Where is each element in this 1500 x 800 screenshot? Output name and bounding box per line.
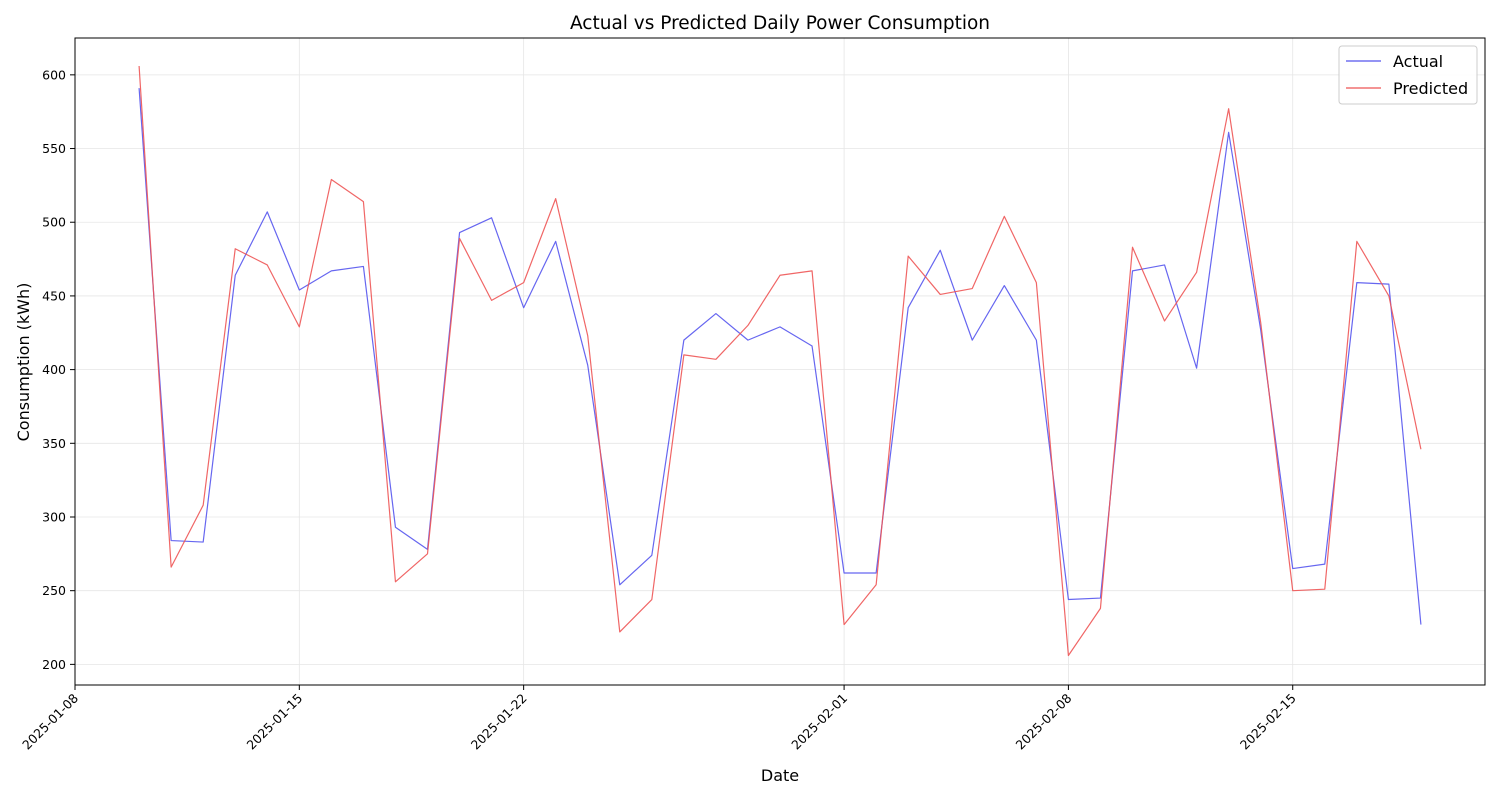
y-tick-label: 350 bbox=[42, 436, 66, 451]
y-axis-ticks: 200 250 300 350 400 450 500 550 600 bbox=[42, 67, 75, 672]
y-tick-label: 450 bbox=[42, 288, 66, 303]
legend-label-predicted: Predicted bbox=[1393, 79, 1468, 98]
y-tick-label: 250 bbox=[42, 583, 66, 598]
legend: Actual Predicted bbox=[1338, 45, 1478, 105]
series-line-predicted bbox=[138, 65, 1422, 657]
x-axis-title: Date bbox=[761, 766, 799, 785]
plot-lines bbox=[138, 65, 1422, 657]
y-tick-label: 550 bbox=[42, 141, 66, 156]
y-tick-label: 500 bbox=[42, 215, 66, 230]
series-line-actual bbox=[138, 88, 1422, 625]
plot-frame bbox=[74, 37, 1486, 686]
y-tick-label: 200 bbox=[42, 657, 66, 672]
y-tick-label: 400 bbox=[42, 362, 66, 377]
y-tick-label: 300 bbox=[42, 509, 66, 524]
chart-title: Actual vs Predicted Daily Power Consumpt… bbox=[570, 13, 990, 34]
legend-label-actual: Actual bbox=[1393, 52, 1443, 71]
y-axis-title: Consumption (kWh) bbox=[14, 283, 33, 442]
grid bbox=[74, 38, 1485, 685]
y-tick-label: 600 bbox=[42, 67, 66, 82]
